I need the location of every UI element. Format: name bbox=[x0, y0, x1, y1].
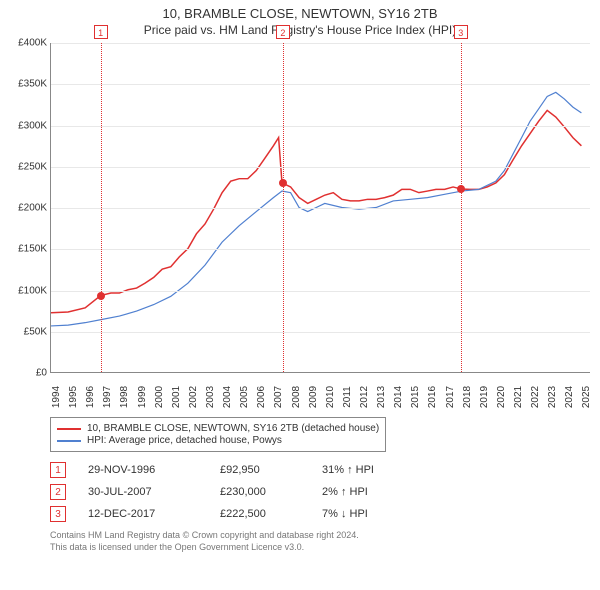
x-tick-label: 2007 bbox=[273, 386, 284, 408]
x-tick-label: 2021 bbox=[513, 386, 524, 408]
x-tick-label: 2006 bbox=[256, 386, 267, 408]
transaction-hpi: 7% ↓ HPI bbox=[322, 508, 402, 520]
transactions-table: 1 29-NOV-1996 £92,950 31% ↑ HPI 2 30-JUL-2007… bbox=[50, 462, 590, 522]
y-tick-label: £50K bbox=[7, 326, 47, 337]
marker-dot bbox=[457, 185, 465, 193]
plot-area: £0£50K£100K£150K£200K£250K£300K£350K£400… bbox=[50, 43, 590, 373]
legend-swatch bbox=[57, 440, 81, 442]
x-tick-label: 1996 bbox=[85, 386, 96, 408]
chart: £0£50K£100K£150K£200K£250K£300K£350K£400… bbox=[10, 43, 590, 373]
marker-label-box: 1 bbox=[94, 25, 108, 39]
transaction-index-box: 3 bbox=[50, 506, 66, 522]
x-tick-label: 2009 bbox=[308, 386, 319, 408]
title-sub: Price paid vs. HM Land Registry's House … bbox=[0, 23, 600, 37]
transaction-hpi: 31% ↑ HPI bbox=[322, 464, 402, 476]
legend-item: HPI: Average price, detached house, Powy… bbox=[57, 435, 379, 446]
y-tick-label: £200K bbox=[7, 203, 47, 214]
x-tick-label: 1999 bbox=[137, 386, 148, 408]
x-tick-label: 2005 bbox=[239, 386, 250, 408]
attribution-line1: Contains HM Land Registry data © Crown c… bbox=[50, 530, 590, 542]
marker-label-box: 3 bbox=[454, 25, 468, 39]
legend-swatch bbox=[57, 428, 81, 430]
gridline-h bbox=[51, 332, 590, 333]
gridline-h bbox=[51, 291, 590, 292]
x-tick-label: 2018 bbox=[462, 386, 473, 408]
y-tick-label: £150K bbox=[7, 244, 47, 255]
x-tick-label: 2022 bbox=[530, 386, 541, 408]
transaction-row: 1 29-NOV-1996 £92,950 31% ↑ HPI bbox=[50, 462, 590, 478]
x-tick-label: 2015 bbox=[410, 386, 421, 408]
x-tick-label: 2004 bbox=[222, 386, 233, 408]
transaction-date: 30-JUL-2007 bbox=[88, 486, 198, 498]
x-tick-label: 2012 bbox=[359, 386, 370, 408]
transaction-date: 29-NOV-1996 bbox=[88, 464, 198, 476]
x-tick-label: 2025 bbox=[581, 386, 592, 408]
marker-line bbox=[101, 43, 102, 372]
transaction-row: 3 12-DEC-2017 £222,500 7% ↓ HPI bbox=[50, 506, 590, 522]
gridline-h bbox=[51, 208, 590, 209]
transaction-row: 2 30-JUL-2007 £230,000 2% ↑ HPI bbox=[50, 484, 590, 500]
transaction-index-box: 1 bbox=[50, 462, 66, 478]
series-line bbox=[51, 110, 581, 312]
marker-line bbox=[461, 43, 462, 372]
x-tick-label: 2023 bbox=[547, 386, 558, 408]
gridline-h bbox=[51, 43, 590, 44]
x-tick-label: 2011 bbox=[342, 386, 353, 408]
attribution: Contains HM Land Registry data © Crown c… bbox=[50, 530, 590, 553]
legend-label: 10, BRAMBLE CLOSE, NEWTOWN, SY16 2TB (de… bbox=[87, 423, 379, 434]
transaction-price: £92,950 bbox=[220, 464, 300, 476]
x-tick-label: 2019 bbox=[479, 386, 490, 408]
x-tick-label: 1995 bbox=[68, 386, 79, 408]
legend: 10, BRAMBLE CLOSE, NEWTOWN, SY16 2TB (de… bbox=[50, 417, 386, 452]
transaction-price: £230,000 bbox=[220, 486, 300, 498]
title-main: 10, BRAMBLE CLOSE, NEWTOWN, SY16 2TB bbox=[0, 6, 600, 21]
marker-dot bbox=[279, 179, 287, 187]
title-block: 10, BRAMBLE CLOSE, NEWTOWN, SY16 2TB Pri… bbox=[0, 0, 600, 39]
x-tick-label: 1997 bbox=[102, 386, 113, 408]
y-tick-label: £300K bbox=[7, 120, 47, 131]
x-tick-label: 2002 bbox=[188, 386, 199, 408]
transaction-index-box: 2 bbox=[50, 484, 66, 500]
transaction-date: 12-DEC-2017 bbox=[88, 508, 198, 520]
y-tick-label: £0 bbox=[7, 368, 47, 379]
x-tick-label: 2003 bbox=[205, 386, 216, 408]
x-tick-label: 2000 bbox=[154, 386, 165, 408]
marker-label-box: 2 bbox=[276, 25, 290, 39]
x-tick-label: 1994 bbox=[51, 386, 62, 408]
x-tick-label: 2013 bbox=[376, 386, 387, 408]
x-tick-label: 2008 bbox=[291, 386, 302, 408]
x-tick-label: 2010 bbox=[325, 386, 336, 408]
x-tick-label: 2001 bbox=[171, 386, 182, 408]
x-tick-label: 1998 bbox=[119, 386, 130, 408]
gridline-h bbox=[51, 249, 590, 250]
x-tick-label: 2024 bbox=[564, 386, 575, 408]
legend-label: HPI: Average price, detached house, Powy… bbox=[87, 435, 282, 446]
x-tick-label: 2016 bbox=[427, 386, 438, 408]
gridline-h bbox=[51, 126, 590, 127]
x-tick-label: 2014 bbox=[393, 386, 404, 408]
x-tick-label: 2020 bbox=[496, 386, 507, 408]
gridline-h bbox=[51, 84, 590, 85]
y-tick-label: £100K bbox=[7, 285, 47, 296]
marker-dot bbox=[97, 292, 105, 300]
y-tick-label: £400K bbox=[7, 38, 47, 49]
y-tick-label: £250K bbox=[7, 161, 47, 172]
y-tick-label: £350K bbox=[7, 79, 47, 90]
transaction-price: £222,500 bbox=[220, 508, 300, 520]
attribution-line2: This data is licensed under the Open Gov… bbox=[50, 542, 590, 554]
gridline-h bbox=[51, 167, 590, 168]
legend-item: 10, BRAMBLE CLOSE, NEWTOWN, SY16 2TB (de… bbox=[57, 423, 379, 434]
x-tick-label: 2017 bbox=[445, 386, 456, 408]
transaction-hpi: 2% ↑ HPI bbox=[322, 486, 402, 498]
marker-line bbox=[283, 43, 284, 372]
